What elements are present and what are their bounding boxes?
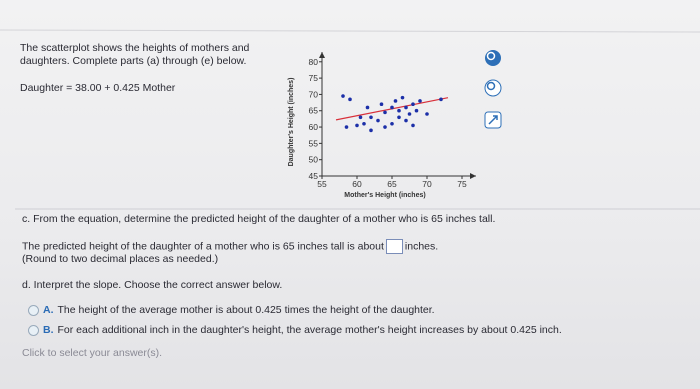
zoom-out-icon[interactable] [484,79,502,97]
zoom-in-icon[interactable] [485,50,501,66]
x-tick-label: 55 [317,179,327,189]
y-tick-label: 65 [309,106,319,116]
point [344,125,349,129]
axis-arrow [470,173,476,179]
equation: Daughter = 38.00 + 0.425 Mother [20,82,176,94]
point [425,112,429,116]
point [390,105,394,110]
plot: 45 50 55 60 65 70 75 80 55 60 65 70 75 Mother's Heigh… [288,52,476,199]
point [379,102,384,107]
round-note: (Round to two decimal places as needed.) [22,253,219,265]
footer: Click to select your answer(s). [22,347,163,359]
point [348,97,352,102]
answer-after: inches. [404,240,439,253]
divider [0,29,700,33]
y-tick-label: 50 [309,155,319,165]
point [383,125,387,129]
intro: The scatterplot shows the heights of mot… [20,42,250,67]
option-text: The height of the average mother is abou… [57,304,435,316]
answer-before: The predicted height of the daughter of … [22,240,384,253]
zoom-glyph [486,81,496,91]
x-tick-label: 65 [387,179,397,189]
point [365,105,370,110]
point [411,102,415,107]
x-tick-label: 70 [422,179,432,189]
axis-arrow [319,52,325,58]
x-tick-label: 60 [352,179,362,189]
y-tick-label: 60 [309,122,319,132]
point [383,110,387,115]
y-tick-label: 75 [309,73,319,83]
point [411,123,415,128]
point [390,121,394,126]
point [439,97,443,102]
y-tick-label: 80 [309,57,319,67]
part-d-question: d. Interpret the slope. Choose the corre… [22,279,283,291]
point [407,112,412,116]
point [393,99,398,103]
x-tick-label: 75 [457,179,467,189]
radio[interactable] [28,324,39,336]
point [369,115,373,120]
point [358,115,363,120]
answer-box[interactable] [385,239,403,254]
point [404,118,408,123]
part-c-question: c. From the equation, determine the pred… [22,213,496,225]
popout-glyph [488,115,498,125]
y-axis-label: Daughter's Height (inches) [288,78,295,167]
option-letter: B. [43,324,54,336]
x-axis-label: Mother's Height (inches) [344,192,425,199]
point [369,128,373,133]
option[interactable]: B. For each additional inch in the daught… [28,324,562,336]
point [397,108,401,113]
point [376,118,380,123]
zoom-glyph [486,51,496,61]
y-tick-label: 55 [309,138,319,148]
option-letter: A. [43,304,54,316]
radio[interactable] [28,304,39,316]
point [397,115,401,120]
point [418,99,422,103]
option-text: For each additional inch in the daughter… [57,324,562,336]
y-tick-label: 70 [309,89,319,99]
point [341,94,345,98]
option[interactable]: A. The height of the average mother is ab… [28,304,435,316]
answer-line: The predicted height of the daughter of … [22,239,438,254]
point [404,105,408,110]
point [414,108,419,113]
y-tick-label: 45 [309,171,319,181]
point [355,123,359,128]
point [400,95,405,100]
point [362,121,366,126]
